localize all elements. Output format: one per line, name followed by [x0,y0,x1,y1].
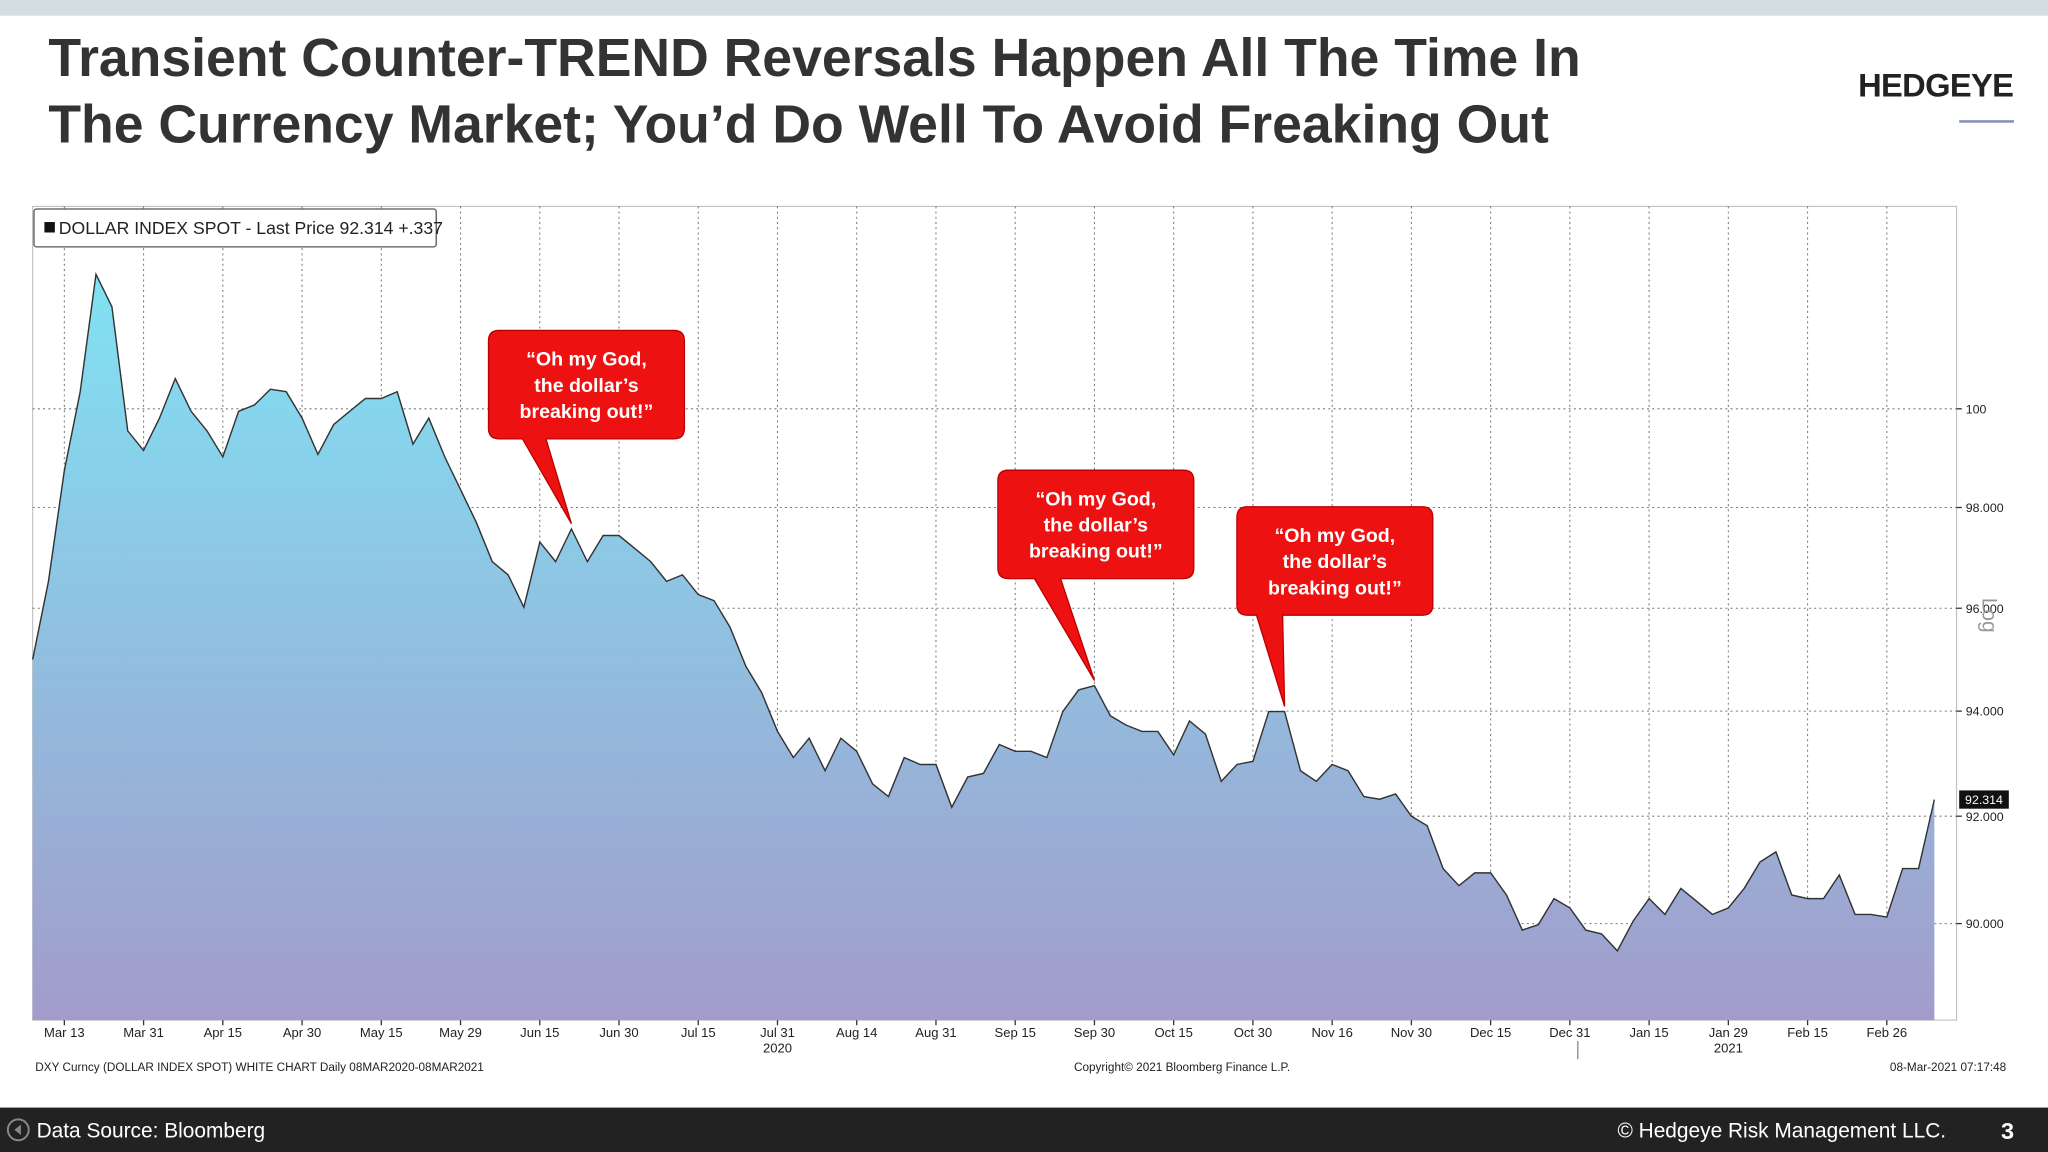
log-label: Log [1978,598,2001,633]
x-tick-label: Nov 16 [1311,1025,1352,1040]
footnote: 08-Mar-2021 07:17:48 [1890,1061,2007,1074]
x-tick-label: Jan 29 [1709,1025,1748,1040]
x-tick-label: Dec 31 [1549,1025,1590,1040]
year-label: 2021 [1714,1041,1743,1056]
y-tick-label: 92.000 [1966,810,2004,824]
callout-text: the dollar’s [534,375,639,397]
x-tick-label: Aug 31 [915,1025,956,1040]
legend-label: DOLLAR INDEX SPOT - Last Price 92.314 +.… [59,218,443,238]
callout-text: the dollar’s [1044,515,1149,537]
back-icon[interactable] [6,1118,30,1142]
x-tick-label: Dec 15 [1470,1025,1511,1040]
callout-text: “Oh my God, [1035,488,1156,510]
legend-box [33,208,437,248]
y-tick-label: 96.000 [1966,602,2004,616]
callout-box [487,329,686,525]
x-tick-label: May 29 [439,1025,482,1040]
back-arrow [14,1124,21,1136]
callout-text: breaking out!” [1029,541,1163,563]
legend-swatch [44,222,55,233]
title-line: The Currency Market; You’d Do Well To Av… [48,95,1549,154]
last-price-tag [1959,790,2009,809]
y-tick-label: 100 [1966,402,1987,416]
page-number: 3 [2001,1118,2014,1144]
footer-bar [0,1107,2048,1152]
x-tick-label: Jan 15 [1630,1025,1669,1040]
callout-text: “Oh my God, [526,349,647,371]
x-tick-label: Feb 15 [1787,1025,1828,1040]
title-line: Transient Counter-TREND Reversals Happen… [48,29,1580,88]
last-price: 92.314 [1965,793,2003,807]
x-tick-label: Mar 13 [44,1025,85,1040]
y-tick-label: 90.000 [1966,917,2004,931]
x-tick-label: Apr 15 [204,1025,242,1040]
x-tick-label: Apr 30 [283,1025,321,1040]
x-tick-label: Feb 26 [1867,1025,1908,1040]
x-tick-label: Jun 15 [520,1025,559,1040]
footnote: DXY Curncy (DOLLAR INDEX SPOT) WHITE CHA… [35,1061,484,1074]
area-fill [32,274,1935,1021]
x-tick-label: Jul 31 [760,1025,795,1040]
callout-box [997,469,1195,681]
x-tick-label: Sep 30 [1074,1025,1115,1040]
y-tick-label: 94.000 [1966,705,2004,719]
top-band [0,0,2048,16]
price-line [31,271,1936,953]
callout-text: breaking out!” [1268,577,1402,599]
callout-text: breaking out!” [520,401,654,423]
x-tick-label: Oct 30 [1234,1025,1272,1040]
logo: HEDGEYE [1858,67,2013,104]
x-tick-label: Aug 14 [836,1025,877,1040]
x-tick-label: Oct 15 [1154,1025,1192,1040]
callout-text: “Oh my God, [1274,525,1395,547]
plot: 90.000 92.000 94.000 96.000 98.000 100 Mar 13 M… [31,205,2009,1074]
x-tick-label: Mar 31 [123,1025,164,1040]
x-tick-label: May 15 [360,1025,403,1040]
source: Data Source: Bloomberg [37,1120,266,1143]
x-tick-label: Sep 15 [995,1025,1036,1040]
footnote: Copyright© 2021 Bloomberg Finance L.P. [1074,1061,1290,1074]
copyright: © Hedgeye Risk Management LLC. [1617,1120,1946,1143]
x-tick-label: Jul 15 [681,1025,716,1040]
y-tick-label: 98.000 [1966,501,2004,515]
x-tick-label: Nov 30 [1391,1025,1432,1040]
year-label: 2020 [763,1041,792,1056]
callout-box [1236,506,1434,707]
callout-text: the dollar’s [1283,551,1388,573]
x-tick-label: Jun 30 [599,1025,638,1040]
